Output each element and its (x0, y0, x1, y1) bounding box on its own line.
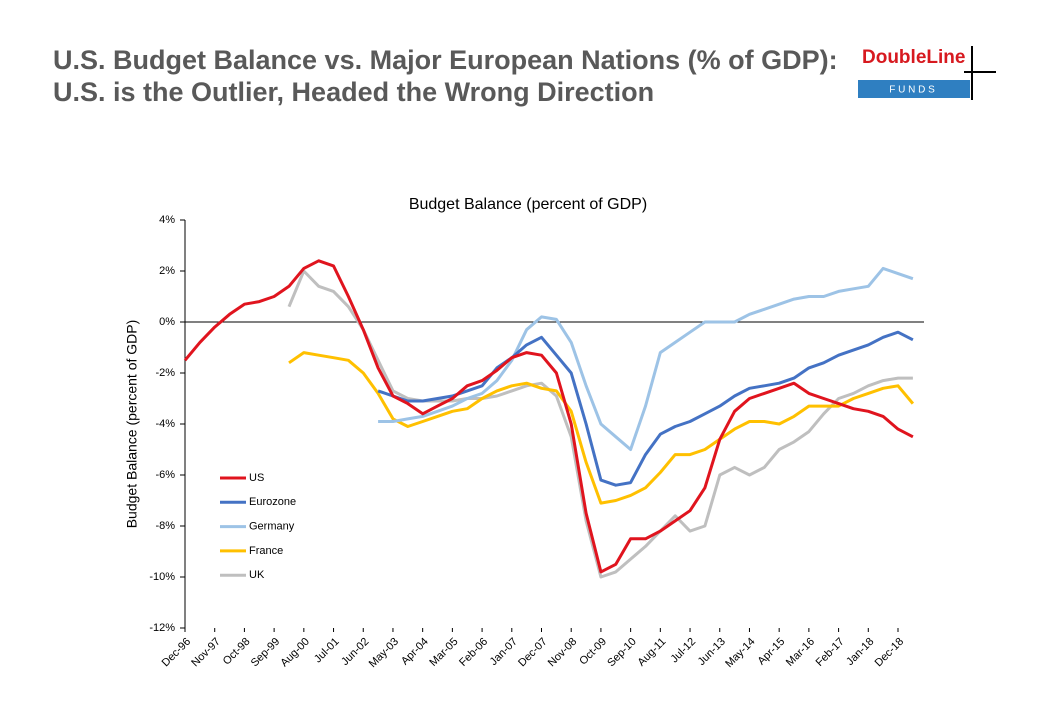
slide-title: U.S. is the Outlier, Headed the Wrong Di… (53, 77, 654, 107)
series-line (287, 269, 913, 579)
x-tick-label: Oct-98 (221, 636, 253, 668)
x-tick-label: Jul-01 (312, 636, 342, 666)
legend-label: Germany (249, 521, 295, 533)
x-tick-label: May-14 (723, 636, 757, 670)
x-tick-label: Aug-11 (636, 636, 669, 669)
x-tick-label: Feb-17 (814, 636, 847, 669)
x-tick-label: Dec-96 (160, 636, 194, 670)
legend-label: UK (249, 569, 265, 581)
x-tick-label: Jul-12 (669, 636, 699, 666)
x-tick-label: Mar-05 (427, 636, 460, 669)
series-line (378, 266, 914, 451)
x-tick-label: Jan-18 (844, 636, 876, 668)
x-tick-label: Dec-18 (873, 636, 907, 670)
x-tick-label: Jan-07 (488, 636, 520, 668)
slide-title: U.S. Budget Balance vs. Major European N… (53, 45, 838, 75)
series-line (288, 351, 915, 505)
x-tick-label: Nov-08 (546, 636, 580, 670)
logo-name: DoubleLine (862, 47, 965, 68)
x-tick-label: Apr-04 (399, 636, 431, 668)
legend-label: US (249, 472, 264, 484)
y-axis-label: Budget Balance (percent of GDP) (124, 320, 140, 529)
logo: DoubleLine F U N D S (858, 46, 996, 100)
y-tick-label: 2% (159, 265, 175, 277)
y-tick-label: -4% (155, 418, 175, 430)
series-line (183, 259, 914, 574)
logo-tagline: F U N D S (889, 85, 935, 96)
x-tick-label: Aug-00 (278, 636, 312, 670)
x-tick-label: May-03 (367, 636, 401, 670)
y-tick-label: -2% (155, 367, 175, 379)
x-tick-label: Feb-06 (457, 636, 490, 669)
x-tick-label: Mar-16 (784, 636, 817, 669)
x-tick-label: Sep-99 (249, 636, 283, 670)
x-tick-label: Nov-97 (189, 636, 223, 670)
legend-label: Eurozone (249, 496, 296, 508)
y-tick-label: -6% (155, 469, 175, 481)
legend-label: France (249, 545, 283, 557)
y-tick-label: -8% (155, 520, 175, 532)
series-line (377, 330, 914, 487)
x-tick-label: Dec-07 (516, 636, 550, 670)
y-tick-label: 0% (159, 316, 175, 328)
x-tick-label: Jun-13 (696, 636, 728, 668)
y-tick-label: -12% (149, 622, 175, 634)
x-tick-label: Oct-09 (577, 636, 609, 668)
y-tick-label: 4% (159, 214, 175, 226)
x-tick-label: Jun-02 (339, 636, 371, 668)
y-tick-label: -10% (149, 571, 175, 583)
x-tick-label: Sep-10 (605, 636, 639, 670)
logo-bar (858, 80, 970, 98)
x-tick-label: Apr-15 (756, 636, 788, 668)
chart-title: Budget Balance (percent of GDP) (409, 196, 647, 213)
